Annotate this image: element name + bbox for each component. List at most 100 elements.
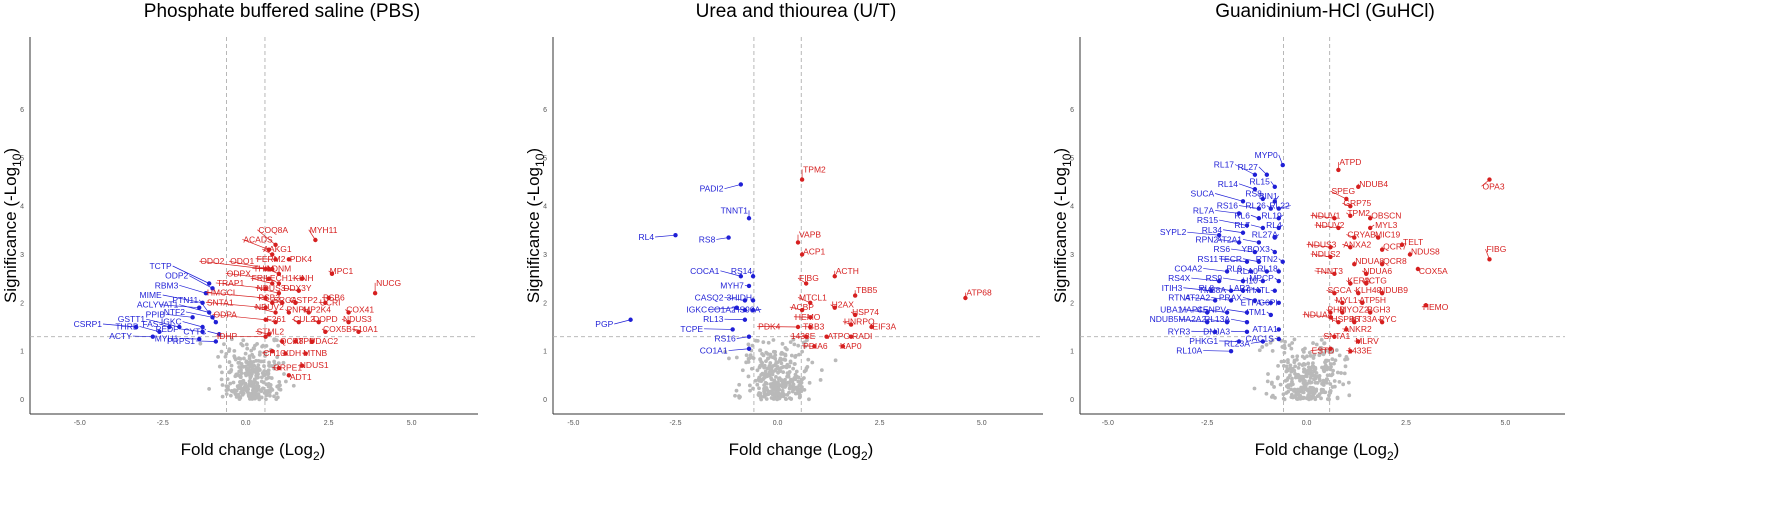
data-point-down xyxy=(197,305,202,310)
ns-point xyxy=(1290,341,1295,345)
ns-point xyxy=(790,389,795,394)
ns-point xyxy=(256,363,261,368)
data-point-down xyxy=(1240,288,1246,293)
ns-point xyxy=(780,341,785,346)
label-connector xyxy=(1302,313,1331,318)
data-point-down xyxy=(1240,199,1246,204)
point-label: PGP xyxy=(595,319,613,329)
label-connector xyxy=(1314,224,1339,229)
ns-point xyxy=(777,383,782,388)
ns-point xyxy=(1337,353,1342,358)
point-label: PRAX xyxy=(1219,292,1242,302)
data-point-up xyxy=(1344,196,1349,202)
ns-point xyxy=(799,389,804,394)
data-point-up xyxy=(1348,203,1353,209)
ns-point xyxy=(748,353,753,358)
data-point-down xyxy=(1244,319,1250,325)
panel-2: Urea and thiourea (U/T) 0 1 2 3 4 5 6 -5.0 -2.5 0.… xyxy=(524,1,1043,463)
data-point-down xyxy=(1212,298,1218,303)
point-label: KAP0 xyxy=(840,341,862,351)
ns-point xyxy=(237,397,242,401)
data-point-down xyxy=(1276,327,1281,332)
data-point-down xyxy=(1244,310,1250,315)
point-label: NDUV2 xyxy=(255,302,284,312)
data-point-up xyxy=(313,237,318,243)
ns-point xyxy=(1337,379,1342,384)
data-point-up xyxy=(1336,225,1341,231)
point-label: AT1A1 xyxy=(1252,324,1278,334)
data-point-up xyxy=(270,252,275,257)
ns-point xyxy=(220,394,225,399)
ns-point xyxy=(797,352,801,357)
ns-point xyxy=(240,387,245,392)
ns-point xyxy=(1307,350,1312,355)
data-point-up xyxy=(1487,177,1492,182)
data-point-up xyxy=(1328,254,1333,260)
ns-point xyxy=(785,380,790,385)
ns-point xyxy=(237,369,242,374)
label-connector xyxy=(1310,253,1331,258)
point-label: FERM2 xyxy=(257,254,286,264)
ns-point xyxy=(1301,348,1305,352)
y-tick-label: 6 xyxy=(20,107,24,114)
point-label: OPA3 xyxy=(1483,181,1505,191)
ns-point xyxy=(284,379,288,384)
x-tick-label: 5.0 xyxy=(407,420,417,427)
label-connector xyxy=(1203,309,1228,313)
point-label: RPN2 xyxy=(1195,234,1218,244)
point-label: MYL3 xyxy=(1375,220,1397,230)
x-axis-title: Fold change (Log2) xyxy=(181,440,326,463)
label-connector xyxy=(1306,243,1331,248)
ns-point xyxy=(276,361,281,366)
ns-point xyxy=(268,393,272,398)
point-label: NTF2 xyxy=(164,307,186,317)
ns-point xyxy=(1306,369,1311,374)
ns-point xyxy=(1333,358,1338,363)
y-tick-label: 1 xyxy=(20,349,24,356)
label-connector xyxy=(1183,287,1212,292)
data-point-up xyxy=(303,351,308,356)
ns-point xyxy=(785,374,790,379)
point-label: RLA0 xyxy=(1237,266,1259,276)
label-connector xyxy=(720,270,741,277)
point-label: OBSCN xyxy=(1371,210,1401,220)
data-point-up xyxy=(795,324,801,330)
ns-point xyxy=(228,381,233,386)
x-axis-title: Fold change (Log2) xyxy=(729,440,874,463)
data-point-down xyxy=(1205,319,1210,325)
label-connector xyxy=(614,319,631,325)
data-point-down xyxy=(1272,288,1277,293)
point-label: SYPL2 xyxy=(1160,227,1187,237)
ns-point xyxy=(762,391,767,395)
point-label: TCTP xyxy=(149,261,172,271)
point-label: ESTD xyxy=(1312,346,1335,356)
x-tick-label: 2.5 xyxy=(324,420,334,427)
y-tick-label: 4 xyxy=(20,204,24,211)
data-point-up xyxy=(346,319,351,325)
x-tick-label: -5.0 xyxy=(1102,420,1114,427)
ns-point xyxy=(757,386,761,391)
ns-point xyxy=(757,375,762,380)
ns-point xyxy=(762,383,767,388)
ns-point xyxy=(264,344,269,348)
ns-point xyxy=(1341,382,1346,387)
ns-point xyxy=(766,356,770,361)
point-label: TBB3 xyxy=(803,321,825,331)
data-point-down xyxy=(746,283,752,289)
point-label: DOPD xyxy=(313,314,338,324)
point-label: UCRI xyxy=(320,297,341,307)
ns-point xyxy=(1252,386,1257,391)
point-label: KLH40 xyxy=(1355,285,1381,295)
ns-point xyxy=(1270,380,1274,385)
data-point-down xyxy=(1272,235,1277,240)
ns-point xyxy=(771,369,775,374)
ns-point xyxy=(764,397,769,401)
data-point-up xyxy=(824,334,829,339)
point-label: RL27 xyxy=(1238,162,1259,172)
data-point-down xyxy=(1276,300,1281,306)
x-tick-label: 0.0 xyxy=(241,420,251,427)
y-tick-label: 2 xyxy=(20,300,24,307)
ns-point xyxy=(244,387,249,392)
label-connector xyxy=(282,287,299,292)
ns-point xyxy=(757,393,761,398)
